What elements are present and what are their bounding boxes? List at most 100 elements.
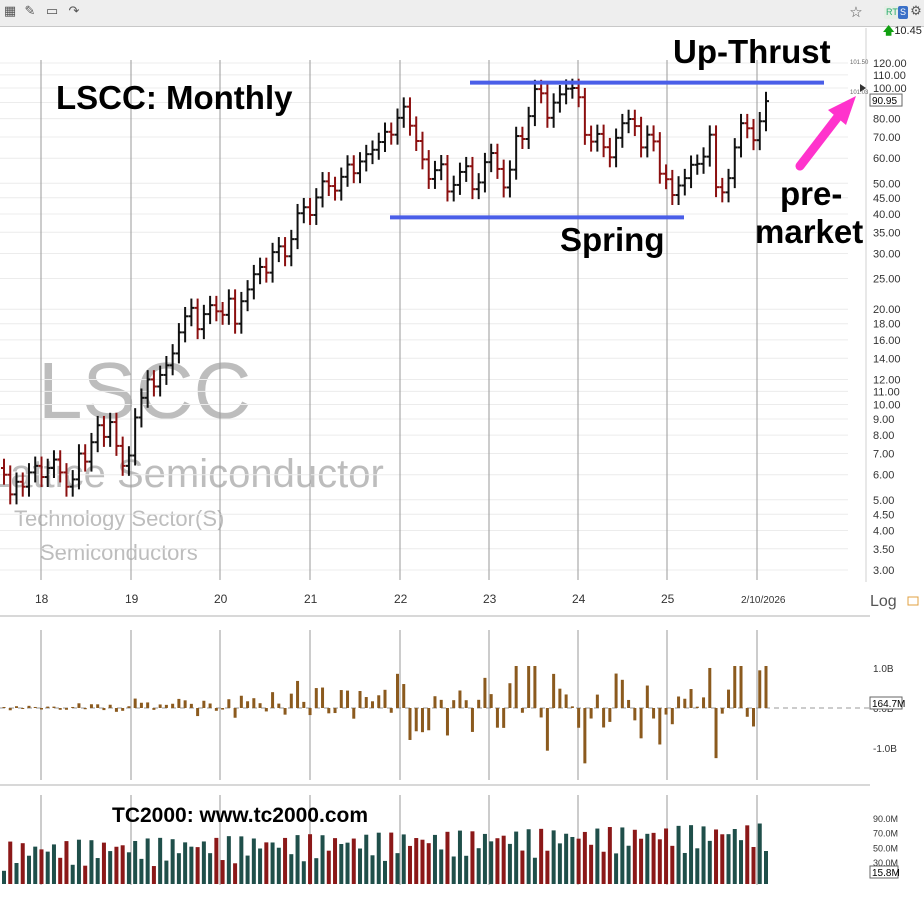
flow-bar [589,708,593,719]
ohlc-bar [600,124,607,158]
flow-bar [327,708,331,714]
flow-bar [114,708,118,712]
flow-bar [645,685,649,708]
ohlc-bar [438,155,445,181]
ohlc-bar [706,125,713,167]
watermark-sector: Technology Sector(S) [14,506,224,531]
volume-bar [83,865,88,884]
x-tick-label: 23 [483,592,497,606]
s-badge[interactable]: S [898,6,909,19]
flow-bar [389,708,393,713]
volume-bar [351,838,356,884]
ohlc-bar [207,295,214,325]
price-axis: 120.00110.00100.0090.0080.0070.0060.0050… [850,28,907,582]
flow-bar [283,708,287,715]
ohlc-bar [369,140,376,165]
flow-bar [89,704,93,708]
flow-bar [439,699,443,708]
price-tick-label: 45.00 [873,193,901,205]
price-pointer-icon [860,84,866,92]
price-tick-label: 5.00 [873,495,894,507]
flow-bar [71,706,75,708]
ohlc-bar [338,167,345,201]
volume-bar [233,863,238,884]
price-tick-label: 25.00 [873,274,901,286]
volume-bar [395,853,400,884]
ohlc-bar [163,356,170,385]
ohlc-bar [244,280,251,312]
ohlc-bar [663,164,670,190]
volume-bar [507,843,512,884]
volume-bar [539,828,544,884]
pencil-icon[interactable]: ✎ [24,4,36,19]
volume-bar [58,857,63,884]
flow-bar [77,703,81,708]
flow-bar [246,701,250,708]
flow-bar [46,706,50,708]
rt-badge[interactable]: RT [884,6,900,19]
price-tick-label: 10.00 [873,400,901,412]
volume-bar [295,835,300,884]
flow-bar [96,704,100,708]
share-icon[interactable]: ↷ [68,4,80,19]
flow-bar [620,679,624,708]
ohlc-bar [444,155,451,202]
volume-tick-label: 30.0M [873,858,898,868]
volume-bar [170,839,175,884]
flow-bar [296,680,300,708]
volume-bar [176,853,181,884]
scale-label[interactable]: Log [870,593,897,610]
volume-bar [245,855,250,884]
scale-toggle-icon[interactable] [907,596,919,606]
ohlc-bar [1,458,7,485]
ohlc-bar [675,176,682,206]
flow-bar [221,708,225,710]
ohlc-bar [431,160,438,189]
ohlc-bar [32,456,39,483]
volume-bar [482,833,487,884]
volume-bar [70,864,75,884]
flow-bar [683,698,687,708]
footer-credit: TC2000: www.tc2000.com [112,804,368,827]
level-lines [390,80,824,220]
volume-bar [657,839,662,884]
ohlc-bar [556,85,563,113]
ohlc-bar [194,298,201,340]
chat-icon[interactable]: ▭ [45,4,59,19]
volume-bar [595,828,600,884]
ohlc-bar [631,109,638,137]
volume-bar [676,825,681,884]
volume-bar [239,836,244,884]
ohlc-bar [200,304,207,340]
volume-bar [51,844,56,884]
ohlc-bar [282,237,289,267]
ohlc-bar [638,116,645,158]
volume-bar [526,829,531,884]
flow-bar [564,694,568,708]
ohlc-bar [375,132,382,160]
volume-bar [208,853,213,884]
ohlc-bar [725,168,732,203]
ohlc-bar [125,446,132,476]
year-lines [40,60,758,885]
price-tick-label: 20.00 [873,304,901,316]
volume-bar [39,849,44,884]
ohlc-bar [513,126,520,180]
gear-icon[interactable]: ⚙ [910,4,922,19]
price-tick-label: 8.00 [873,430,894,442]
flow-bar [670,708,674,725]
flow-bar [158,704,162,708]
volume-bar [457,830,462,884]
ohlc-bar [394,108,401,145]
volume-bar [626,845,631,884]
star-icon[interactable]: ☆ [849,3,863,21]
ohlc-bar [519,126,526,149]
volume-bar [8,841,13,884]
flow-bar [333,708,337,714]
grid-icon[interactable]: ▦ [3,4,17,19]
ohlc-bar [300,197,307,224]
flow-bar [233,708,237,718]
volume-bar [145,838,150,884]
ohlc-bar [307,197,314,225]
